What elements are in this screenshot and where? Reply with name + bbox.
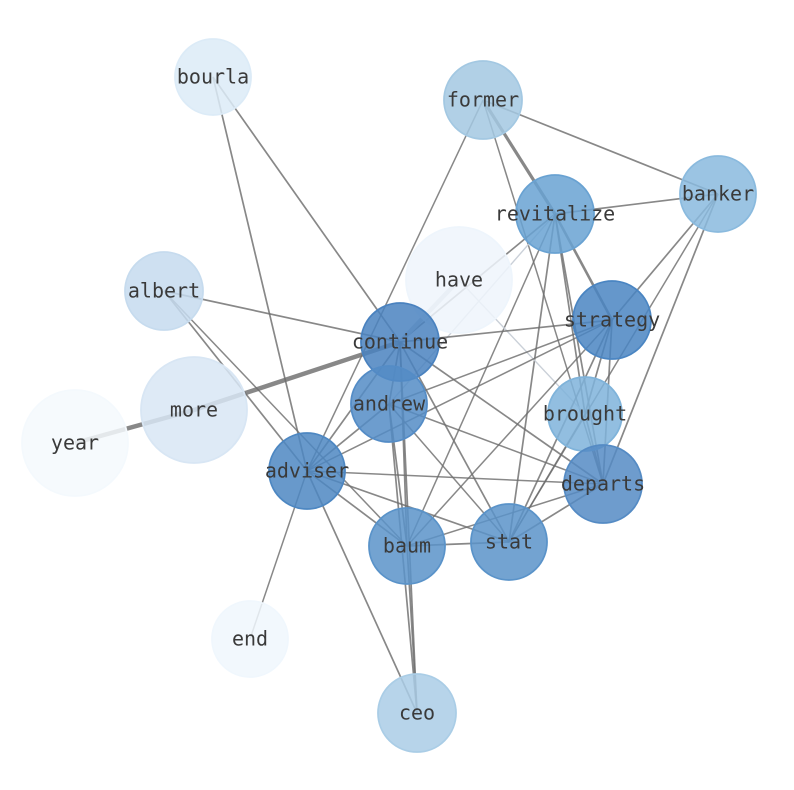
node-year[interactable] bbox=[21, 389, 129, 497]
node-label-former: former bbox=[447, 88, 519, 112]
edge-former-banker bbox=[482, 99, 719, 195]
node-label-have: have bbox=[435, 268, 483, 292]
edge-albert-baum bbox=[163, 290, 408, 547]
edge-continue-departs bbox=[399, 341, 604, 485]
node-andrew[interactable] bbox=[350, 365, 428, 443]
edge-strategy-adviser bbox=[306, 319, 613, 472]
node-label-ceo: ceo bbox=[399, 701, 435, 725]
labels-layer: bourla former banker revitalize albert have st… bbox=[51, 65, 754, 725]
node-label-stat: stat bbox=[485, 530, 533, 554]
edge-bourla-adviser bbox=[212, 76, 308, 472]
node-departs[interactable] bbox=[563, 444, 643, 524]
node-adviser[interactable] bbox=[268, 432, 346, 510]
node-have[interactable] bbox=[405, 226, 513, 334]
node-former[interactable] bbox=[443, 60, 523, 140]
node-label-baum: baum bbox=[383, 534, 431, 558]
node-label-end: end bbox=[232, 627, 268, 651]
node-strategy[interactable] bbox=[572, 280, 652, 360]
edge-bourla-continue bbox=[212, 76, 401, 343]
edge-adviser-departs bbox=[306, 470, 604, 485]
node-ceo[interactable] bbox=[377, 673, 457, 753]
edge-adviser-ceo bbox=[306, 470, 418, 714]
node-albert[interactable] bbox=[124, 251, 204, 331]
node-label-adviser: adviser bbox=[265, 459, 349, 483]
edge-strategy-baum bbox=[406, 319, 613, 547]
node-stat[interactable] bbox=[470, 503, 548, 581]
node-label-continue: continue bbox=[352, 330, 448, 354]
node-label-albert: albert bbox=[128, 279, 200, 303]
node-label-banker: banker bbox=[682, 182, 754, 206]
edge-revitalize-stat bbox=[508, 213, 556, 543]
edge-former-adviser bbox=[306, 99, 484, 472]
node-bourla[interactable] bbox=[174, 38, 252, 116]
node-label-brought: brought bbox=[543, 402, 627, 426]
edge-revitalize-baum bbox=[406, 213, 556, 547]
node-end[interactable] bbox=[211, 600, 289, 678]
node-label-bourla: bourla bbox=[177, 65, 249, 89]
node-label-more: more bbox=[170, 398, 218, 422]
node-baum[interactable] bbox=[368, 507, 446, 585]
node-label-strategy: strategy bbox=[564, 308, 660, 332]
node-banker[interactable] bbox=[679, 155, 757, 233]
nodes-layer bbox=[21, 38, 757, 753]
node-label-year: year bbox=[51, 431, 99, 455]
node-label-departs: departs bbox=[561, 472, 645, 496]
edge-albert-continue bbox=[163, 290, 401, 343]
node-label-andrew: andrew bbox=[353, 392, 426, 416]
edge-banker-departs bbox=[602, 193, 719, 485]
node-more[interactable] bbox=[140, 356, 248, 464]
node-revitalize[interactable] bbox=[515, 174, 595, 254]
node-label-revitalize: revitalize bbox=[495, 202, 615, 226]
